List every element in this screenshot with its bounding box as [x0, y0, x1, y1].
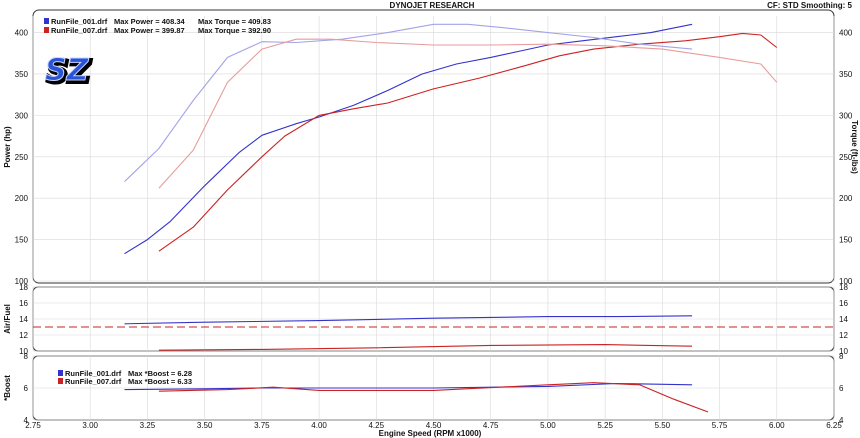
- y-tick-label-right: 8: [839, 352, 844, 361]
- chart-title: DYNOJET RESEARCH: [390, 1, 475, 10]
- y-tick-label-right: 6: [839, 384, 844, 393]
- legend-power-run1: Max Power = 408.34: [114, 17, 185, 26]
- boost-legend-file-run2: RunFile_007.drf: [65, 377, 122, 386]
- series-line-boost-run1: [124, 382, 693, 391]
- x-tick-label: 6.00: [769, 421, 785, 430]
- y-axis-label-power: Power (hp): [3, 126, 12, 168]
- logo-text: SZ: [45, 53, 90, 88]
- y-tick-label: 8: [24, 352, 29, 361]
- series-line-power-run2: [158, 32, 778, 252]
- x-tick-label: 4.50: [426, 421, 442, 430]
- boost-legend-file-run1: RunFile_001.drf: [65, 369, 122, 378]
- y-axis-label-boost: *Boost: [3, 375, 12, 401]
- chart-settings: CF: STD Smoothing: 5: [767, 1, 852, 10]
- logo-shadow: SZ: [47, 55, 92, 90]
- y-tick-label: 150: [15, 236, 29, 245]
- legend-torque-run2: Max Torque = 392.90: [198, 26, 271, 35]
- main-legend: RunFile_001.drf Max Power = 408.34 Max T…: [44, 17, 271, 35]
- boost-legend-value-run1: Max *Boost = 6.28: [128, 369, 192, 378]
- y-tick-label: 18: [19, 283, 28, 292]
- legend-file-run2: RunFile_007.drf: [51, 26, 108, 35]
- y-tick-label-right: 18: [839, 283, 848, 292]
- y-axis-label-airfuel: Air/Fuel: [3, 304, 12, 334]
- y-tick-label-right: 10: [839, 347, 848, 356]
- y-tick-label-right: 200: [839, 194, 853, 203]
- series-line-airfuel-run2: [158, 344, 693, 351]
- legend-swatch-run1: [44, 18, 49, 24]
- x-tick-label: 4.00: [311, 421, 327, 430]
- series-line-airfuel-run1: [124, 315, 693, 325]
- y-tick-label: 350: [15, 70, 29, 79]
- y-tick-label-right: 300: [839, 111, 853, 120]
- x-tick-label: 3.50: [197, 421, 213, 430]
- y-tick-label: 14: [19, 315, 28, 324]
- y-tick-label-right: 400: [839, 29, 853, 38]
- x-tick-label: 5.50: [655, 421, 671, 430]
- x-tick-label: 3.25: [140, 421, 156, 430]
- sz-logo: SZ SZ: [45, 53, 94, 93]
- legend-file-run1: RunFile_001.drf: [51, 17, 108, 26]
- x-tick-label: 5.25: [597, 421, 613, 430]
- y-tick-label: 12: [19, 331, 28, 340]
- y-tick-label-right: 100: [839, 277, 853, 286]
- y-tick-label-right: 14: [839, 315, 848, 324]
- series-line-power-run1: [124, 23, 693, 255]
- series-line-torque-run2: [158, 38, 778, 189]
- x-tick-label: 2.75: [25, 421, 41, 430]
- y-tick-label-right: 12: [839, 331, 848, 340]
- y-tick-label-right: 150: [839, 236, 853, 245]
- y-tick-label: 10: [19, 347, 28, 356]
- y-tick-label-right: 16: [839, 299, 848, 308]
- x-tick-label: 5.75: [712, 421, 728, 430]
- y-tick-label-right: 4: [839, 416, 844, 425]
- x-tick-label: 3.00: [82, 421, 98, 430]
- y-tick-label: 400: [15, 29, 29, 38]
- y-tick-label: 4: [24, 416, 29, 425]
- y-tick-label: 250: [15, 153, 29, 162]
- y-tick-label: 6: [24, 384, 29, 393]
- x-tick-label: 4.75: [483, 421, 499, 430]
- y-tick-label-right: 250: [839, 153, 853, 162]
- x-axis-label: Engine Speed (RPM x1000): [379, 429, 482, 438]
- series-line-torque-run1: [124, 23, 693, 182]
- y-tick-label: 300: [15, 111, 29, 120]
- x-tick-label: 5.00: [540, 421, 556, 430]
- boost-legend-swatch-run1: [58, 370, 63, 376]
- series-line-boost-run2: [158, 382, 709, 413]
- legend-torque-run1: Max Torque = 409.83: [198, 17, 271, 26]
- y-tick-label: 100: [15, 277, 29, 286]
- boost-legend: RunFile_001.drf Max *Boost = 6.28 RunFil…: [58, 369, 192, 386]
- boost-legend-swatch-run2: [58, 378, 63, 384]
- legend-power-run2: Max Power = 399.87: [114, 26, 185, 35]
- y-tick-label-right: 350: [839, 70, 853, 79]
- y-tick-label: 16: [19, 299, 28, 308]
- legend-swatch-run2: [44, 27, 49, 33]
- boost-legend-value-run2: Max *Boost = 6.33: [128, 377, 192, 386]
- x-tick-label: 4.25: [368, 421, 384, 430]
- y-axis-label-torque: Torque (ft-lbs): [850, 120, 859, 174]
- y-tick-label: 200: [15, 194, 29, 203]
- x-tick-label: 3.75: [254, 421, 270, 430]
- x-tick-label: 6.25: [826, 421, 842, 430]
